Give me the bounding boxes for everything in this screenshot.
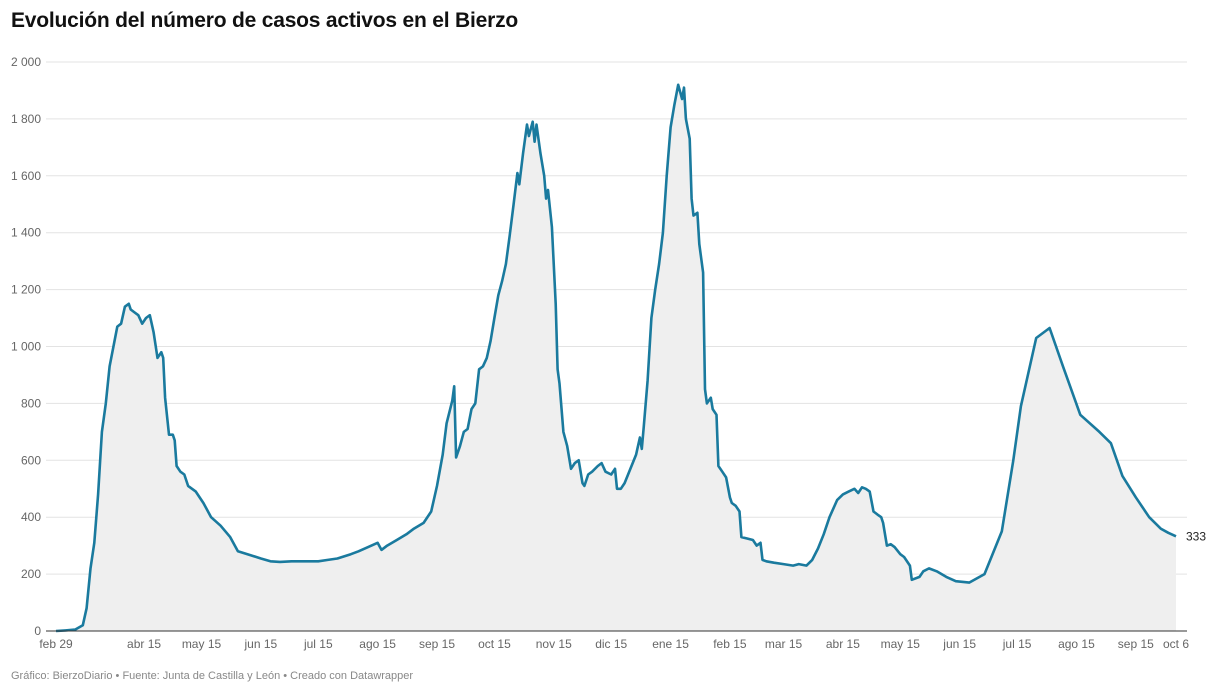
x-tick-label: nov 15: [536, 637, 572, 651]
end-value-label: 333: [1186, 529, 1206, 543]
y-tick-label: 200: [21, 567, 41, 581]
x-tick-label: sep 15: [419, 637, 455, 651]
y-tick-label: 600: [21, 453, 41, 467]
x-tick-label: mar 15: [765, 637, 803, 651]
area-fill: [56, 84, 1176, 632]
x-tick-label: may 15: [881, 637, 921, 651]
x-tick-label: abr 15: [826, 637, 860, 651]
x-tick-label: sep 15: [1118, 637, 1154, 651]
y-tick-label: 1 400: [11, 226, 41, 240]
y-tick-label: 1 200: [11, 283, 41, 297]
x-tick-label: dic 15: [595, 637, 627, 651]
y-tick-label: 2 000: [11, 55, 41, 69]
x-tick-label: ene 15: [652, 637, 689, 651]
x-tick-label: may 15: [182, 637, 222, 651]
y-tick-label: 1 600: [11, 169, 41, 183]
x-tick-label: abr 15: [127, 637, 161, 651]
x-tick-label: jun 15: [942, 637, 976, 651]
x-tick-label: oct 15: [478, 637, 511, 651]
y-tick-label: 800: [21, 396, 41, 410]
x-axis-tick-labels: feb 29 abr 15 may 15 jun 15 jul 15 ago 15 sep …: [39, 637, 1189, 651]
footer-credits: Gráfico: BierzoDiario • Fuente: Junta de…: [11, 670, 414, 682]
x-tick-label: ago 15: [359, 637, 396, 651]
y-tick-label: 1 000: [11, 340, 41, 354]
x-tick-label: feb 29: [39, 637, 73, 651]
x-tick-label: feb 15: [713, 637, 747, 651]
series-line: [55, 83, 1177, 633]
x-tick-label: jun 15: [244, 637, 278, 651]
x-tick-label: oct 6: [1163, 637, 1189, 651]
x-tick-label: jul 15: [1002, 637, 1032, 651]
y-tick-label: 1 800: [11, 112, 41, 126]
y-tick-label: 400: [21, 510, 41, 524]
y-axis-tick-labels: 0 200 400 600 800 1 000 1 200 1 400 1 600 1 800 2 …: [11, 55, 41, 638]
x-tick-label: ago 15: [1058, 637, 1095, 651]
y-tick-label: 0: [34, 624, 41, 638]
chart-title: Evolución del número de casos activos en…: [11, 9, 518, 32]
x-tick-label: jul 15: [303, 637, 333, 651]
